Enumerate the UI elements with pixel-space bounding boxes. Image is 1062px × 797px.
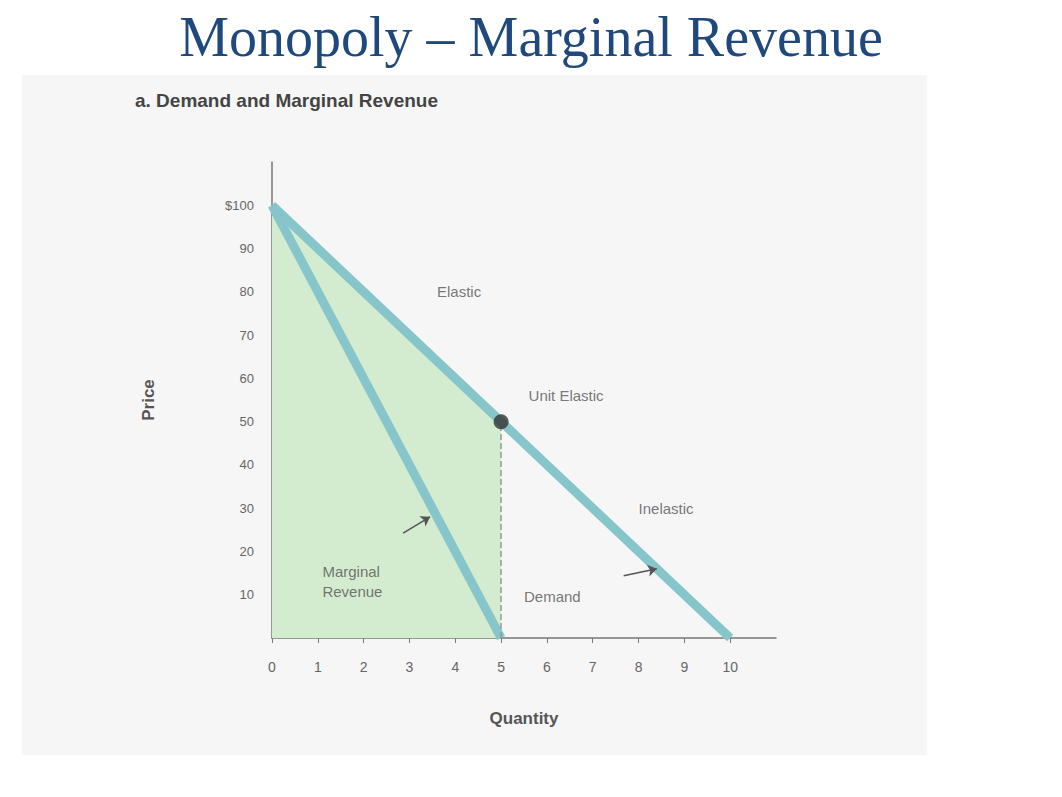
- svg-text:3: 3: [406, 659, 414, 675]
- svg-text:Price: Price: [139, 379, 158, 421]
- svg-text:Marginal: Marginal: [322, 563, 384, 580]
- svg-text:10: 10: [722, 659, 738, 675]
- svg-text:30: 30: [240, 501, 254, 516]
- svg-text:20: 20: [240, 544, 254, 559]
- svg-text:90: 90: [240, 241, 254, 256]
- svg-text:10: 10: [240, 587, 254, 602]
- svg-text:70: 70: [240, 328, 254, 343]
- svg-text:80: 80: [240, 284, 254, 299]
- svg-text:60: 60: [240, 371, 254, 386]
- svg-text:Revenue: Revenue: [322, 583, 382, 600]
- svg-text:2: 2: [360, 659, 368, 675]
- svg-text:6: 6: [543, 659, 551, 675]
- svg-text:40: 40: [240, 457, 254, 472]
- svg-text:Elastic: Elastic: [437, 283, 482, 300]
- svg-text:1: 1: [314, 659, 322, 675]
- svg-text:a. Demand and Marginal Revenue: a. Demand and Marginal Revenue: [135, 90, 438, 111]
- svg-text:8: 8: [635, 659, 643, 675]
- svg-text:Quantity: Quantity: [490, 709, 559, 728]
- svg-text:4: 4: [451, 659, 459, 675]
- svg-text:7: 7: [589, 659, 597, 675]
- svg-text:$100: $100: [225, 198, 254, 213]
- html-text:Monopoly – Marginal Revenue: Monopoly – Marginal Revenue: [179, 6, 883, 68]
- svg-text:5: 5: [497, 659, 505, 675]
- svg-text:0: 0: [268, 659, 276, 675]
- svg-text:Inelastic: Inelastic: [639, 500, 695, 517]
- svg-text:Demand: Demand: [524, 588, 581, 605]
- svg-text:9: 9: [680, 659, 688, 675]
- svg-text:50: 50: [240, 414, 254, 429]
- svg-text:Unit Elastic: Unit Elastic: [529, 387, 605, 404]
